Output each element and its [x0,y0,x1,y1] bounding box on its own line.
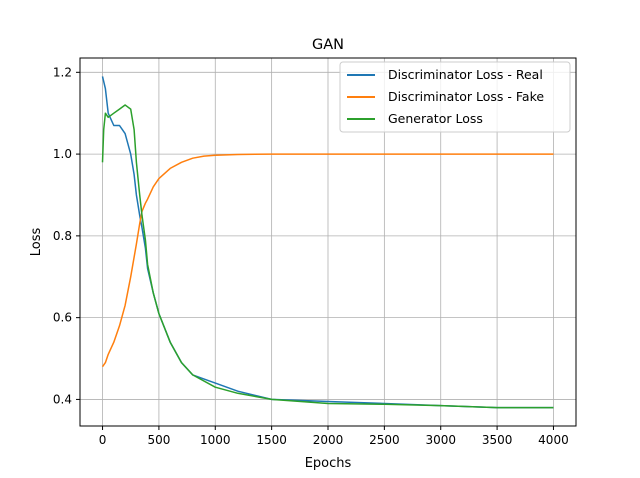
series-line-1 [101,153,554,368]
y-tick-label: 0.4 [53,392,72,406]
y-tick-label: 1.0 [53,147,72,161]
x-tick-label: 4000 [538,433,569,447]
chart-title: GAN [312,37,344,53]
legend-label: Discriminator Loss - Real [388,67,543,82]
y-tick-label: 1.2 [53,65,72,79]
x-axis-label: Epochs [305,456,352,471]
legend-box [339,61,571,133]
series-line-2 [101,104,554,409]
tick-layer: 0 500 1000 1500 2000 2500 3000 3500 4000 0.4 0.6 0.… [53,65,569,447]
x-tick-label: 2500 [369,433,400,447]
y-tick-label: 0.8 [53,229,72,243]
legend-label: Discriminator Loss - Fake [388,89,544,104]
y-axis-label: Loss [29,228,44,257]
series-layer [101,76,554,409]
x-tick-label: 0 [99,433,107,447]
x-tick-label: 2000 [313,433,344,447]
legend: Discriminator Loss - Real Discriminator L… [339,61,571,133]
x-tick-label: 3000 [425,433,456,447]
x-tick-label: 1500 [256,433,287,447]
y-tick-label: 0.6 [53,311,72,325]
x-tick-label: 3500 [482,433,513,447]
legend-label: Generator Loss [388,111,483,126]
x-tick-label: 1000 [200,433,231,447]
x-tick-label: 500 [147,433,170,447]
